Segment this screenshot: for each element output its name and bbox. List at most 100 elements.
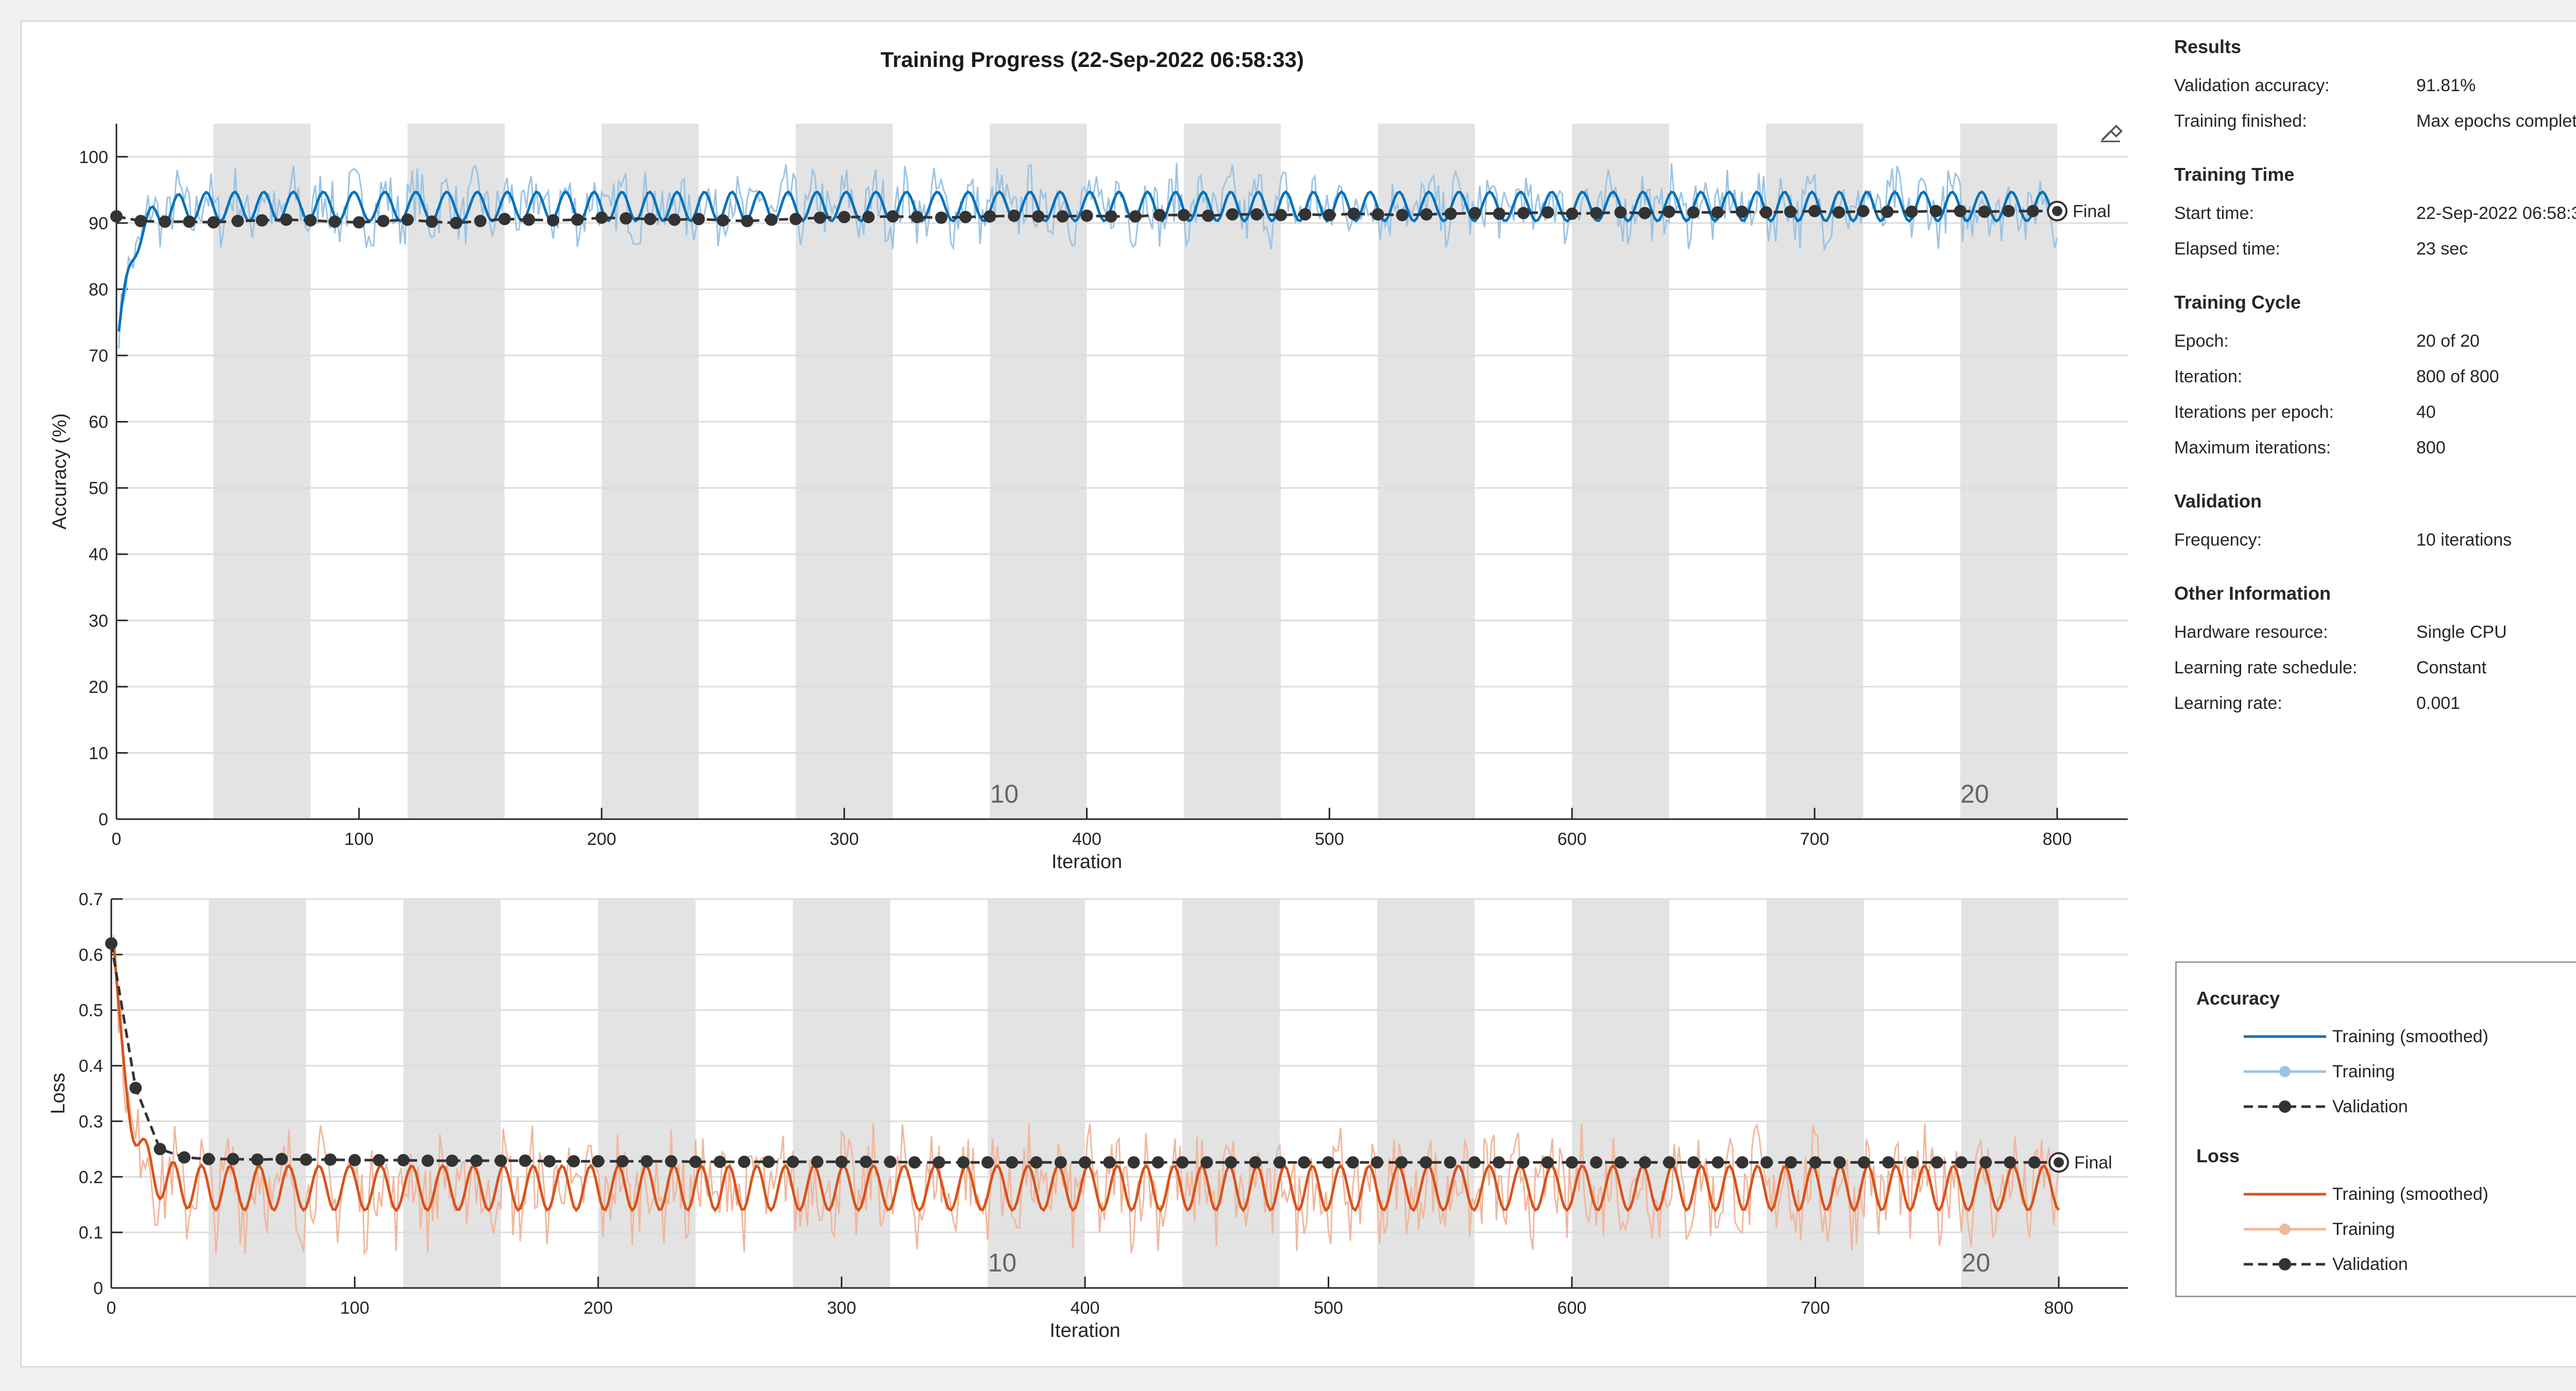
legend: Accuracy Training (smoothed) Training Va… [2175,961,2576,1297]
validation-point [1736,1156,1749,1169]
validation-point [910,211,923,224]
epoch-band [209,899,306,1288]
training-finished-row: Training finished: Max epochs completed [2174,104,2576,139]
legend-label: Training [2332,1219,2395,1239]
validation-point [1541,1156,1554,1169]
validation-point [1954,205,1967,217]
x-tick-label: 700 [1800,829,1829,849]
row-label: Elapsed time: [2174,239,2280,259]
validation-point [1151,1156,1164,1169]
validation-point [668,213,681,226]
y-axis-label: Loss [47,1073,69,1114]
validation-point [1590,207,1603,219]
legend-loss-training: Training [2244,1216,2576,1242]
validation-point [692,213,705,226]
validation-point [1032,210,1045,223]
validation-point [714,1156,726,1168]
validation-point [814,211,826,224]
x-tick-label: 0 [107,1298,116,1318]
validation-point [1614,1156,1627,1169]
validation-point [2026,205,2039,217]
row-label: Iterations per epoch: [2174,402,2334,422]
validation-point [280,213,293,226]
row-value: 20 of 20 [2416,331,2480,351]
validation-point [838,211,851,224]
x-tick-label: 400 [1071,1298,1100,1318]
validation-point [1444,207,1457,220]
validation-point [110,210,123,223]
x-axis-label: Iteration [1049,1320,1120,1342]
learning-rate-row: Learning rate: 0.001 [2174,686,2576,721]
validation-point [1444,1156,1456,1169]
x-tick-label: 300 [829,829,859,849]
validation-point [1785,1156,1798,1169]
validation-point [1711,1156,1724,1169]
y-tick-label: 0 [93,1279,103,1298]
y-tick-label: 20 [89,677,108,697]
loss-axes: 0 0.1 0.2 0.3 0.4 0.5 0.6 0.7 0 100 200 300 400 500 60… [47,890,2128,1342]
validation-point [1127,1156,1140,1169]
x-axis-label: Iteration [1052,851,1122,873]
validation-point [1638,1156,1651,1169]
row-label: Validation accuracy: [2174,76,2330,95]
validation-point [1566,207,1579,220]
epoch-band [793,899,890,1288]
validation-point [519,1155,532,1167]
x-tick-label: 800 [2043,829,2072,849]
legend-label: Training (smoothed) [2332,1184,2488,1204]
validation-point [835,1156,848,1168]
validation-point [1420,208,1433,221]
validation-point [159,215,172,228]
validation-point [571,213,584,226]
x-tick-label: 700 [1801,1298,1830,1318]
validation-point [811,1156,824,1168]
start-time-row: Start time: 22-Sep-2022 06:58:33 [2174,196,2576,231]
validation-point [884,1156,896,1168]
validation-point [543,1155,556,1168]
validation-point [1371,1156,1383,1169]
row-label: Training finished: [2174,111,2307,131]
y-tick-label: 50 [89,479,108,498]
final-label: Final [2074,1153,2112,1173]
y-tick-label: 0.4 [79,1057,103,1076]
validation-point [1493,207,1505,220]
validation-point [401,213,414,226]
validation-point [1006,1156,1019,1169]
hardware-resource-row: Hardware resource: Single CPU [2174,615,2576,650]
validation-point [619,212,632,225]
x-tick-label: 500 [1314,1298,1343,1318]
epoch-band [1572,124,1669,819]
validation-point [1274,1156,1286,1169]
validation-point [324,1153,337,1166]
validation-point [1323,209,1336,222]
row-label: Learning rate schedule: [2174,658,2358,677]
validation-point [231,215,244,227]
legend-label: Training (smoothed) [2332,1026,2488,1046]
y-tick-label: 90 [89,214,108,233]
epoch-band [403,899,501,1288]
y-tick-label: 100 [79,147,108,167]
x-tick-label: 100 [345,829,374,849]
x-tick-label: 200 [587,829,616,849]
epoch-band [1960,124,2057,819]
validation-point [1979,1156,1992,1169]
validation-point [741,215,754,227]
validation-point [446,1155,459,1167]
validation-point [1056,210,1069,223]
x-tick-label: 400 [1072,829,1101,849]
epoch-band [988,899,1085,1288]
axes-toolbar-icon[interactable] [2097,114,2128,145]
legend-loss-validation-swatch [2244,1258,2326,1270]
validation-point [1711,206,1724,219]
validation-point [1978,206,1991,218]
y-tick-label: 0.7 [79,890,103,909]
validation-point [1054,1156,1067,1169]
validation-point [787,1156,799,1168]
row-label: Hardware resource: [2174,622,2328,642]
validation-point [522,213,535,226]
validation-point [129,1081,142,1094]
row-value: 22-Sep-2022 06:58:33 [2416,203,2576,223]
epoch-band [990,124,1087,819]
validation-point [1177,209,1190,222]
iteration-row: Iteration: 800 of 800 [2174,359,2576,395]
